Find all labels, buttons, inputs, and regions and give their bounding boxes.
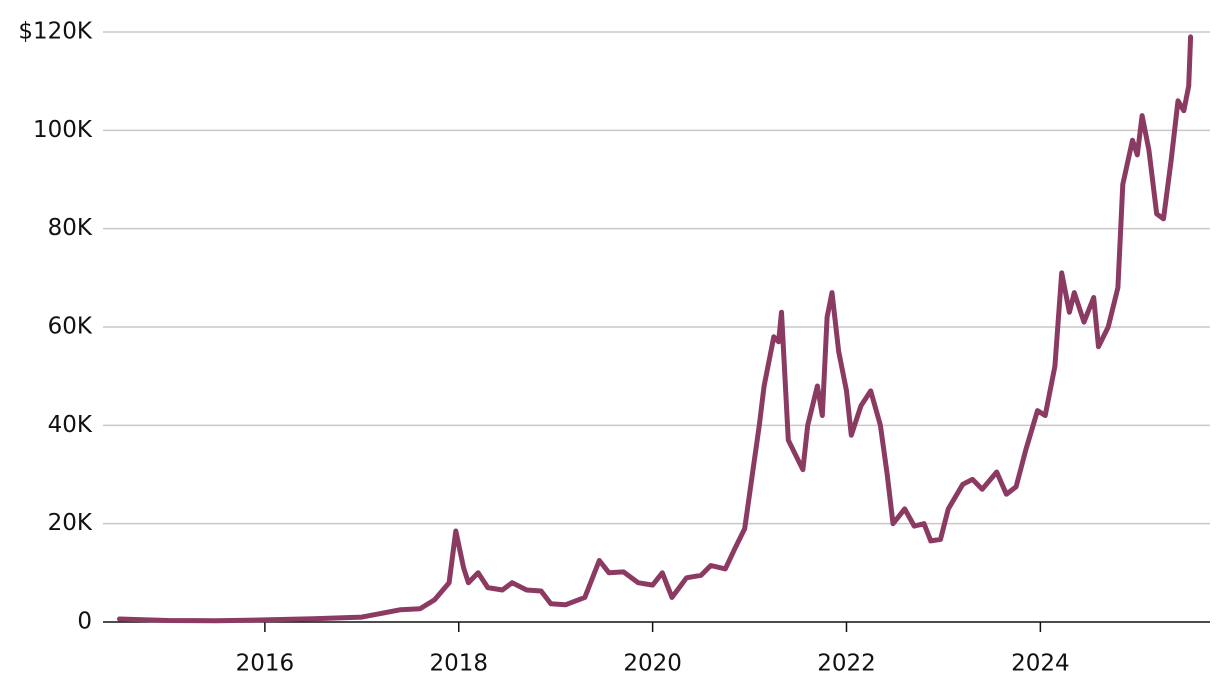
x-tick-label: 2018 bbox=[429, 651, 488, 677]
y-tick-label: 60K bbox=[48, 314, 93, 340]
x-tick-label: 2024 bbox=[1011, 651, 1070, 677]
x-tick-label: 2016 bbox=[236, 651, 295, 677]
x-tick-label: 2020 bbox=[623, 651, 682, 677]
price-line bbox=[117, 34, 1194, 624]
y-tick-label: $120K bbox=[18, 19, 93, 45]
y-tick-label: 20K bbox=[48, 510, 93, 536]
y-tick-label: 0 bbox=[77, 609, 92, 635]
y-tick-label: 40K bbox=[48, 412, 93, 438]
y-tick-label: 100K bbox=[33, 117, 93, 143]
x-tick-label: 2022 bbox=[817, 651, 876, 677]
y-tick-label: 80K bbox=[48, 215, 93, 241]
